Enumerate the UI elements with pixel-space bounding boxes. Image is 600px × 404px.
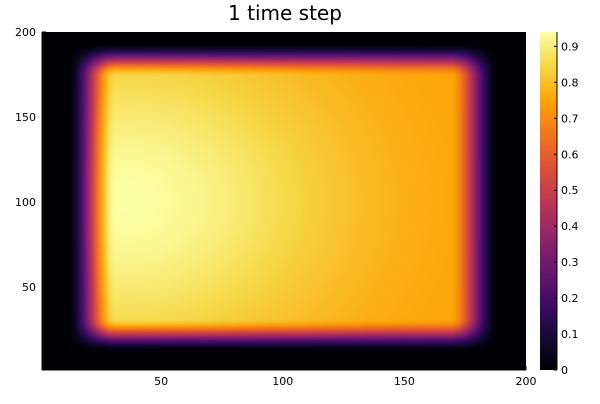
- y-axis: 50 100 150 200: [15, 26, 46, 370]
- colorbar-tick-label: 0.4: [561, 220, 579, 233]
- colorbar-tick-label: 0.5: [561, 184, 579, 197]
- x-tick-label: 150: [394, 375, 415, 388]
- heatmap-field: [42, 32, 526, 370]
- x-tick-label: 200: [516, 375, 537, 388]
- colorbar-tick-label: 0.3: [561, 256, 579, 269]
- x-tick-label: 50: [154, 375, 168, 388]
- colorbar-gradient: [540, 32, 557, 370]
- plot-area: [42, 32, 526, 370]
- x-axis: 50 100 150 200: [42, 366, 537, 388]
- y-tick-label: 100: [15, 196, 36, 209]
- y-tick-label: 200: [15, 26, 36, 39]
- colorbar: 0 0.1 0.2 0.3 0.4 0.5 0.6 0.7 0.8 0.9: [540, 32, 579, 377]
- colorbar-tick-label: 0.9: [561, 40, 579, 53]
- y-tick-label: 50: [22, 281, 36, 294]
- colorbar-tick-label: 0.6: [561, 148, 579, 161]
- colorbar-tick-label: 0.2: [561, 292, 579, 305]
- chart-title: 1 time step: [228, 1, 342, 25]
- colorbar-tick-label: 0.7: [561, 112, 579, 125]
- x-tick-label: 100: [272, 375, 293, 388]
- y-tick-label: 150: [15, 111, 36, 124]
- colorbar-tick-label: 0.1: [561, 328, 579, 341]
- colorbar-tick-label: 0: [561, 364, 568, 377]
- colorbar-tick-label: 0.8: [561, 76, 579, 89]
